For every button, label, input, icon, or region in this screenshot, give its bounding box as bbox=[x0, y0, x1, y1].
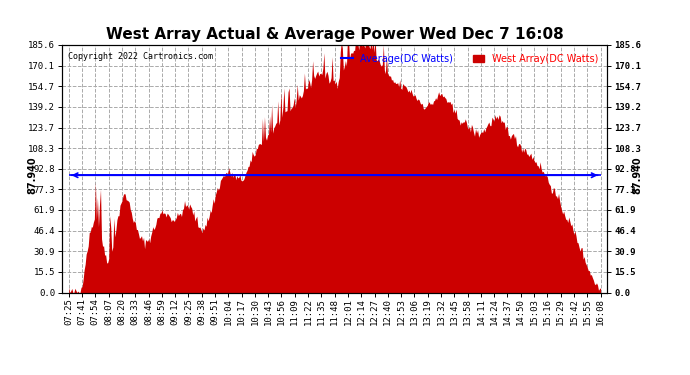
Text: 87.940: 87.940 bbox=[632, 156, 642, 194]
Text: 87.940: 87.940 bbox=[27, 156, 37, 194]
Legend: Average(DC Watts), West Array(DC Watts): Average(DC Watts), West Array(DC Watts) bbox=[337, 50, 602, 68]
Title: West Array Actual & Average Power Wed Dec 7 16:08: West Array Actual & Average Power Wed De… bbox=[106, 27, 564, 42]
Text: Copyright 2022 Cartronics.com: Copyright 2022 Cartronics.com bbox=[68, 53, 213, 62]
